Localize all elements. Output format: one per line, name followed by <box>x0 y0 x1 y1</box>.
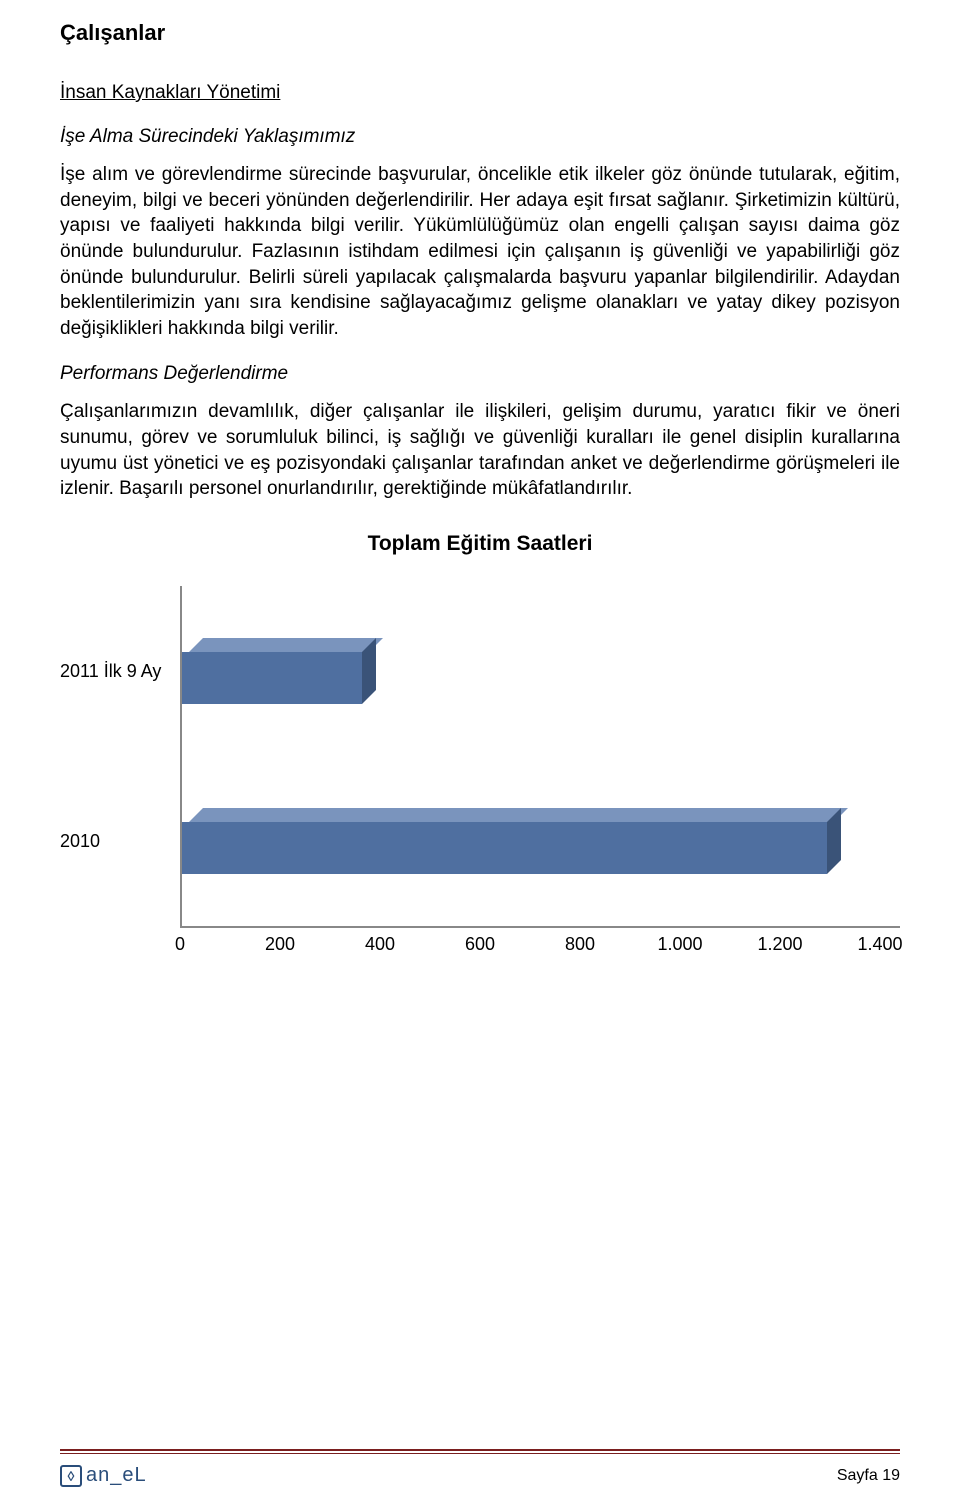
footer-rule-thick <box>60 1449 900 1451</box>
chart-row: 2011 İlk 9 Ay <box>60 586 900 756</box>
footer-rule-thin <box>60 1453 900 1454</box>
page-title: Çalışanlar <box>60 20 900 46</box>
bar <box>182 808 841 874</box>
bar <box>182 638 376 704</box>
page-number: Sayfa 19 <box>837 1467 900 1485</box>
subheading-hiring: İşe Alma Sürecindeki Yaklaşımımız <box>60 126 900 148</box>
bar-side <box>362 638 376 704</box>
bar-top <box>189 808 848 822</box>
paragraph-performance: Çalışanlarımızın devamlılık, diğer çalış… <box>60 399 900 502</box>
x-tick-label: 600 <box>465 934 495 955</box>
subheading-performance: Performans Değerlendirme <box>60 363 900 385</box>
x-tick-label: 800 <box>565 934 595 955</box>
x-tick-label: 200 <box>265 934 295 955</box>
paragraph-hiring: İşe alım ve görevlendirme sürecinde başv… <box>60 162 900 341</box>
company-logo: ◊ an_eL <box>60 1464 147 1487</box>
x-tick-label: 1.400 <box>857 934 902 955</box>
x-tick-label: 1.000 <box>657 934 702 955</box>
training-hours-chart: 2011 İlk 9 Ay 2010 0 200 400 600 800 1.000 1.200… <box>60 586 900 956</box>
category-label: 2010 <box>60 831 180 852</box>
plot-area <box>180 756 900 926</box>
axis-line: 02004006008001.0001.2001.400 <box>180 926 900 956</box>
x-tick-label: 1.200 <box>757 934 802 955</box>
logo-mark-icon: ◊ <box>60 1465 82 1487</box>
chart-row: 2010 <box>60 756 900 926</box>
plot-area <box>180 586 900 756</box>
x-tick-label: 0 <box>175 934 185 955</box>
bar-front <box>182 652 362 704</box>
section-label: İnsan Kaynakları Yönetimi <box>60 82 900 104</box>
page-footer: ◊ an_eL Sayfa 19 <box>60 1449 900 1487</box>
bar-side <box>827 808 841 874</box>
x-axis: 0 200 400 600 800 1.000 1.200 1.400 <box>60 926 900 956</box>
category-label: 2011 İlk 9 Ay <box>60 661 180 682</box>
chart-title: Toplam Eğitim Saatleri <box>60 532 900 556</box>
bar-front <box>182 822 827 874</box>
x-tick-label: 400 <box>365 934 395 955</box>
logo-text: an_eL <box>86 1464 147 1487</box>
bar-top <box>189 638 383 652</box>
